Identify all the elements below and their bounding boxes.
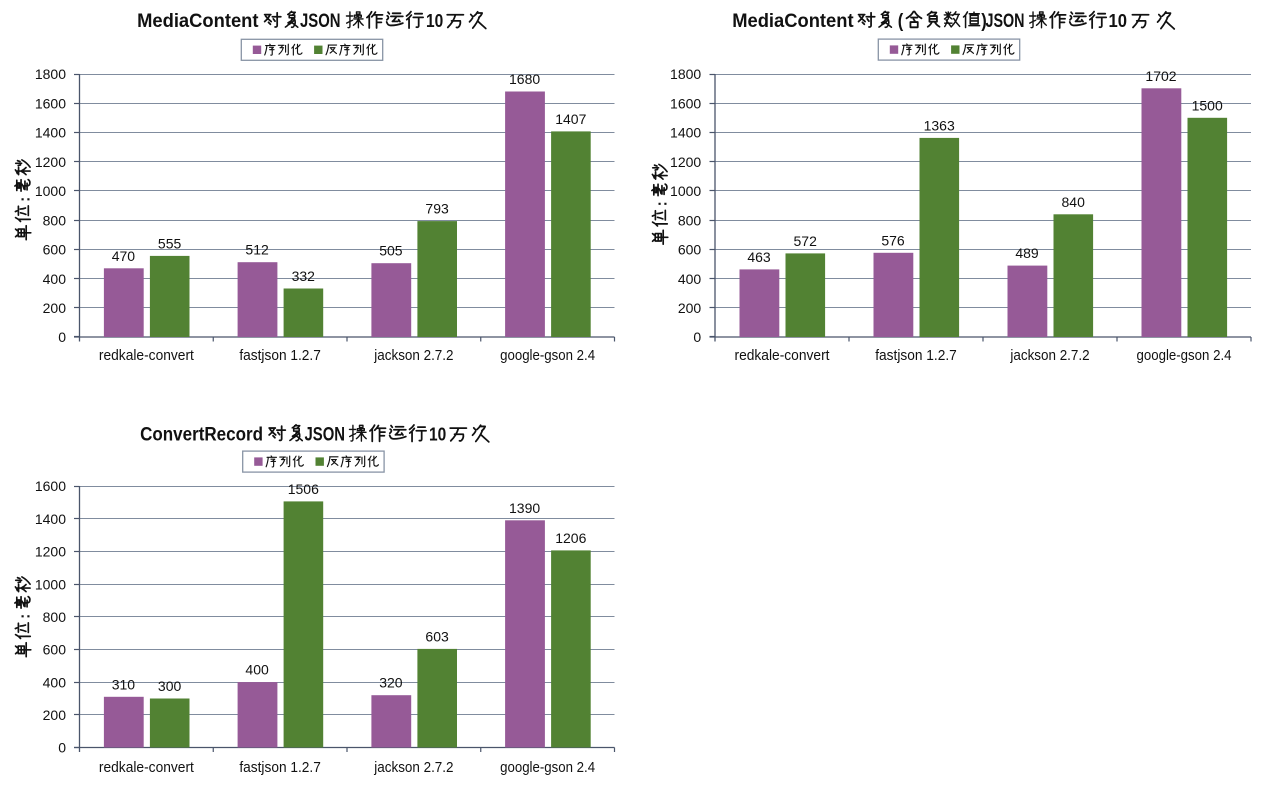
svg-text:google-gson 2.4: google-gson 2.4	[500, 759, 595, 776]
svg-text:200: 200	[678, 300, 702, 316]
svg-text:463: 463	[747, 249, 771, 265]
svg-text:1600: 1600	[670, 95, 701, 111]
svg-text:JSON: JSON	[986, 11, 1025, 32]
svg-text:1680: 1680	[509, 71, 540, 87]
svg-text:320: 320	[379, 675, 403, 691]
svg-text:1390: 1390	[509, 500, 540, 516]
svg-text:400: 400	[678, 271, 702, 287]
svg-text:MediaContent: MediaContent	[732, 11, 854, 32]
svg-text:200: 200	[43, 300, 67, 316]
svg-text:(: (	[898, 11, 904, 32]
svg-text:0: 0	[58, 740, 66, 756]
svg-text:1400: 1400	[670, 125, 701, 141]
svg-text:JSON: JSON	[305, 424, 346, 445]
svg-text:redkale-convert: redkale-convert	[99, 759, 195, 776]
svg-text:470: 470	[112, 248, 136, 264]
svg-text::: :	[16, 197, 33, 202]
svg-text:0: 0	[58, 329, 66, 345]
svg-text:576: 576	[881, 232, 905, 248]
svg-text:555: 555	[158, 235, 182, 251]
svg-text::: :	[653, 201, 670, 206]
svg-text:600: 600	[43, 242, 67, 258]
svg-text:redkale-convert: redkale-convert	[99, 347, 195, 364]
svg-text:505: 505	[379, 243, 403, 259]
svg-text:1600: 1600	[35, 478, 66, 494]
svg-text:1506: 1506	[288, 481, 319, 497]
svg-text:10: 10	[429, 424, 446, 444]
svg-text:1206: 1206	[555, 530, 586, 546]
svg-text:1407: 1407	[555, 111, 586, 127]
svg-text:MediaContent: MediaContent	[137, 11, 259, 32]
svg-text:google-gson 2.4: google-gson 2.4	[1137, 347, 1232, 364]
svg-text:800: 800	[43, 212, 67, 228]
svg-text:400: 400	[43, 674, 67, 690]
svg-text:JSON: JSON	[300, 11, 341, 32]
svg-text:fastjson 1.2.7: fastjson 1.2.7	[239, 759, 321, 776]
svg-text:ConvertRecord: ConvertRecord	[140, 424, 263, 445]
svg-text:fastjson 1.2.7: fastjson 1.2.7	[239, 347, 321, 364]
svg-text:572: 572	[794, 233, 818, 249]
svg-text:jackson 2.7.2: jackson 2.7.2	[1010, 347, 1090, 364]
svg-text:840: 840	[1062, 194, 1086, 210]
svg-text:jackson 2.7.2: jackson 2.7.2	[373, 759, 453, 776]
svg-text:800: 800	[678, 212, 702, 228]
svg-text:603: 603	[425, 628, 449, 644]
svg-text:400: 400	[43, 271, 67, 287]
svg-text:600: 600	[43, 642, 67, 658]
svg-text:1500: 1500	[1192, 97, 1223, 113]
svg-text:1200: 1200	[35, 154, 66, 170]
svg-text:10: 10	[426, 11, 443, 31]
svg-text:1200: 1200	[35, 544, 66, 560]
svg-text:1200: 1200	[670, 154, 701, 170]
svg-text:1363: 1363	[924, 117, 955, 133]
svg-text:google-gson 2.4: google-gson 2.4	[500, 347, 595, 364]
svg-text:jackson 2.7.2: jackson 2.7.2	[373, 347, 453, 364]
svg-text:600: 600	[678, 242, 702, 258]
svg-text:1000: 1000	[670, 183, 701, 199]
svg-text:1400: 1400	[35, 511, 66, 527]
svg-text:1400: 1400	[35, 125, 66, 141]
svg-text:800: 800	[43, 609, 67, 625]
svg-text:0: 0	[693, 329, 701, 345]
svg-text:512: 512	[245, 242, 269, 258]
svg-text:): )	[981, 11, 987, 32]
svg-text:793: 793	[425, 201, 449, 217]
svg-text:10: 10	[1109, 11, 1128, 31]
svg-text:200: 200	[43, 707, 67, 723]
svg-text:310: 310	[112, 676, 136, 692]
svg-text:489: 489	[1015, 245, 1039, 261]
svg-text:1800: 1800	[670, 66, 701, 82]
svg-text:332: 332	[292, 268, 316, 284]
svg-text:1000: 1000	[35, 183, 66, 199]
svg-text:1600: 1600	[35, 95, 66, 111]
svg-text:redkale-convert: redkale-convert	[735, 347, 831, 364]
svg-text:1000: 1000	[35, 576, 66, 592]
svg-text:1702: 1702	[1145, 68, 1176, 84]
svg-text::: :	[16, 614, 33, 619]
svg-text:400: 400	[245, 662, 269, 678]
svg-text:300: 300	[158, 678, 182, 694]
svg-text:1800: 1800	[35, 66, 66, 82]
svg-text:fastjson 1.2.7: fastjson 1.2.7	[875, 347, 957, 364]
